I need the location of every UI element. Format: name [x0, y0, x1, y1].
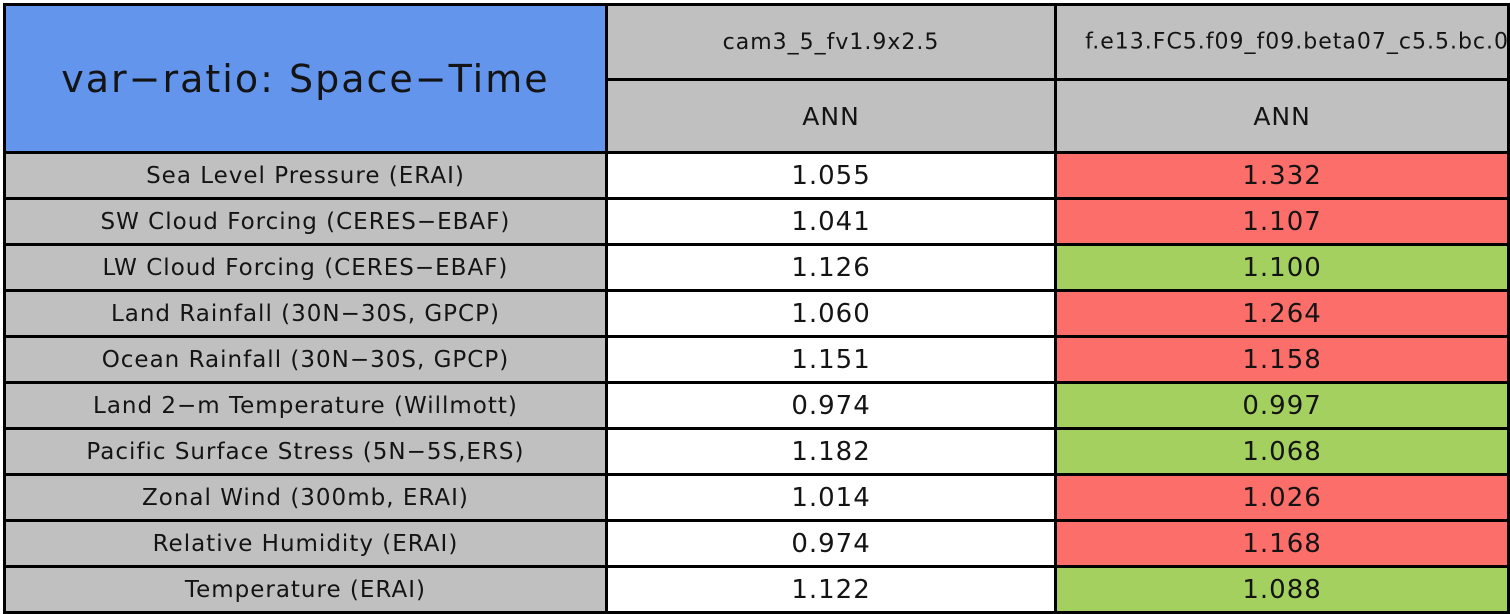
value-cell: 1.182	[604, 427, 1058, 476]
value-cell: 1.100	[1054, 243, 1510, 292]
value-cell: 1.055	[604, 151, 1058, 200]
value-cell: 0.974	[604, 381, 1058, 430]
value-cell: 1.107	[1054, 197, 1510, 246]
value-cell: 0.974	[604, 519, 1058, 568]
model-name-2: f.e13.FC5.f09_f09.beta07_c5.5.bc.0	[1085, 29, 1509, 55]
season-label-1: ANN	[604, 78, 1058, 154]
variable-label: Ocean Rainfall (30N−30S, GPCP)	[3, 335, 608, 384]
metrics-table-wrap: var−ratio: Space−Time cam3_5_fv1.9x2.5 f…	[3, 3, 1510, 614]
table-body: Sea Level Pressure (ERAI) 1.055 1.332 SW Cl…	[3, 151, 1510, 614]
variable-label: LW Cloud Forcing (CERES−EBAF)	[3, 243, 608, 292]
model-name-1: cam3_5_fv1.9x2.5	[604, 3, 1058, 81]
value-cell: 1.026	[1054, 473, 1510, 522]
table-row: Land 2−m Temperature (Willmott) 0.974 0.99…	[3, 381, 1510, 430]
table-row: Ocean Rainfall (30N−30S, GPCP) 1.151 1.158	[3, 335, 1510, 384]
table-row: Zonal Wind (300mb, ERAI) 1.014 1.026	[3, 473, 1510, 522]
variable-label: Land 2−m Temperature (Willmott)	[3, 381, 608, 430]
metrics-table: var−ratio: Space−Time cam3_5_fv1.9x2.5 f…	[3, 3, 1510, 614]
value-cell: 1.158	[1054, 335, 1510, 384]
value-cell: 1.122	[604, 565, 1058, 614]
table-row: Sea Level Pressure (ERAI) 1.055 1.332	[3, 151, 1510, 200]
season-label-2: ANN	[1054, 78, 1510, 154]
model-header-row: var−ratio: Space−Time cam3_5_fv1.9x2.5 f…	[3, 3, 1510, 154]
table-row: SW Cloud Forcing (CERES−EBAF) 1.041 1.107	[3, 197, 1510, 246]
variable-label: Temperature (ERAI)	[3, 565, 608, 614]
variable-label: Land Rainfall (30N−30S, GPCP)	[3, 289, 608, 338]
value-cell: 1.126	[604, 243, 1058, 292]
value-cell: 1.060	[604, 289, 1058, 338]
value-cell: 1.168	[1054, 519, 1510, 568]
variable-label: Sea Level Pressure (ERAI)	[3, 151, 608, 200]
value-cell: 0.997	[1054, 381, 1510, 430]
model-name-2-cell: f.e13.FC5.f09_f09.beta07_c5.5.bc.0	[1054, 3, 1510, 81]
table-row: Pacific Surface Stress (5N−5S,ERS) 1.182 1…	[3, 427, 1510, 476]
value-cell: 1.088	[1054, 565, 1510, 614]
table-title: var−ratio: Space−Time	[3, 3, 608, 154]
variable-label: Pacific Surface Stress (5N−5S,ERS)	[3, 427, 608, 476]
value-cell: 1.264	[1054, 289, 1510, 338]
value-cell: 1.041	[604, 197, 1058, 246]
variable-label: Zonal Wind (300mb, ERAI)	[3, 473, 608, 522]
table-row: Temperature (ERAI) 1.122 1.088	[3, 565, 1510, 614]
table-row: Land Rainfall (30N−30S, GPCP) 1.060 1.264	[3, 289, 1510, 338]
variable-label: Relative Humidity (ERAI)	[3, 519, 608, 568]
value-cell: 1.014	[604, 473, 1058, 522]
value-cell: 1.332	[1054, 151, 1510, 200]
table-row: Relative Humidity (ERAI) 0.974 1.168	[3, 519, 1510, 568]
value-cell: 1.068	[1054, 427, 1510, 476]
variable-label: SW Cloud Forcing (CERES−EBAF)	[3, 197, 608, 246]
table-row: LW Cloud Forcing (CERES−EBAF) 1.126 1.100	[3, 243, 1510, 292]
season-header-row: ANN ANN	[5, 78, 1510, 154]
value-cell: 1.151	[604, 335, 1058, 384]
